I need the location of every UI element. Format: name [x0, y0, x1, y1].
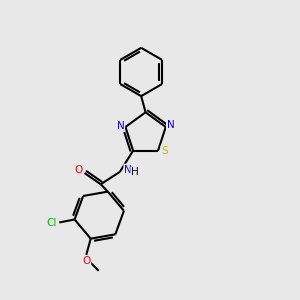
Text: N: N: [116, 122, 124, 131]
Text: Cl: Cl: [46, 218, 56, 228]
Text: O: O: [82, 256, 90, 266]
Text: S: S: [161, 146, 168, 156]
Text: N: N: [124, 164, 132, 175]
Text: H: H: [131, 167, 139, 178]
Text: N: N: [167, 121, 175, 130]
Text: O: O: [74, 165, 82, 175]
